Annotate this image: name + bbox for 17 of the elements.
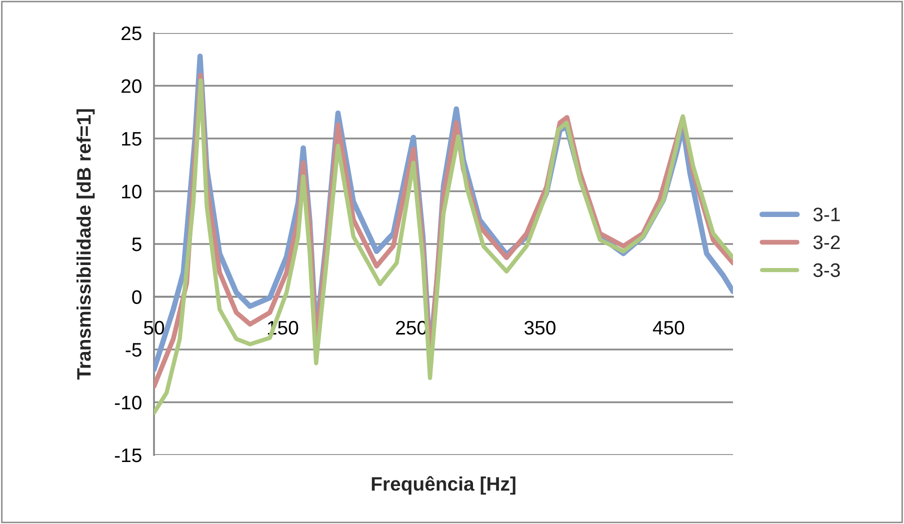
y-axis-title: Transmissibilidade [dB ref=1]	[76, 109, 95, 380]
y-tick-label: 25	[122, 26, 142, 40]
y-tick-label: 0	[132, 290, 142, 304]
x-axis-title: Frequência [Hz]	[372, 476, 516, 495]
y-tick-label: 20	[122, 79, 142, 93]
y-tick-label: -5	[126, 343, 142, 357]
x-tick-label: 450	[652, 320, 684, 335]
y-tick-label: -15	[114, 448, 142, 462]
y-tick-label: 10	[122, 184, 142, 198]
y-tick-label: 5	[132, 238, 142, 252]
legend-label: 3-2	[813, 235, 840, 250]
y-tick-label: -10	[114, 396, 142, 410]
legend-label: 3-1	[813, 208, 840, 222]
x-tick-label: 50	[144, 320, 164, 335]
y-tick-label: 15	[122, 132, 142, 146]
legend-label: 3-3	[813, 263, 840, 278]
x-tick-label: 350	[524, 320, 556, 335]
